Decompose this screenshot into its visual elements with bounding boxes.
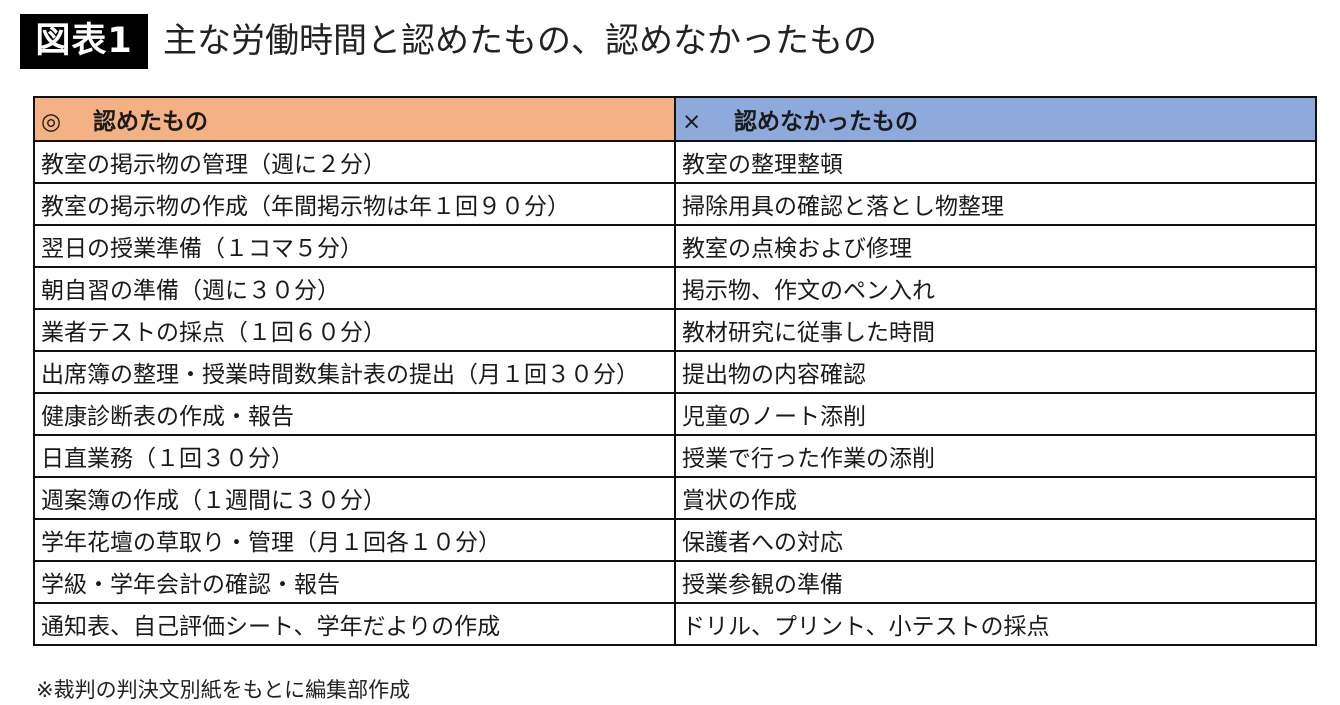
rejected-column-header: × 認めなかったもの <box>674 96 1317 142</box>
rejected-cell: 授業で行った作業の添削 <box>674 434 1317 478</box>
table-row: 朝自習の準備（週に３０分） 掲示物、作文のペン入れ <box>33 266 1317 310</box>
approved-cell: 学級・学年会計の確認・報告 <box>33 560 676 604</box>
rejected-cell: 掲示物、作文のペン入れ <box>674 266 1317 310</box>
approved-label: 認めたもの <box>93 109 208 135</box>
table-row: 通知表、自己評価シート、学年だよりの作成 ドリル、プリント、小テストの採点 <box>33 602 1317 646</box>
approved-cell: 通知表、自己評価シート、学年だよりの作成 <box>33 602 676 646</box>
footnote: ※裁判の判決文別紙をもとに編集部作成 <box>36 678 411 702</box>
table-row: 翌日の授業準備（１コマ５分） 教室の点検および修理 <box>33 224 1317 268</box>
cross-icon: × <box>682 109 702 135</box>
rejected-cell: 教材研究に従事した時間 <box>674 308 1317 352</box>
rejected-cell: 教室の整理整頓 <box>674 140 1317 184</box>
rejected-cell: 提出物の内容確認 <box>674 350 1317 394</box>
rejected-cell: 児童のノート添削 <box>674 392 1317 436</box>
table-row: 健康診断表の作成・報告 児童のノート添削 <box>33 392 1317 436</box>
rejected-label: 認めなかったもの <box>734 109 918 135</box>
table-row: 週案簿の作成（１週間に３０分） 賞状の作成 <box>33 476 1317 520</box>
approved-cell: 教室の掲示物の管理（週に２分） <box>33 140 676 184</box>
rejected-cell: 教室の点検および修理 <box>674 224 1317 268</box>
page-title: 主な労働時間と認めたもの、認めなかったもの <box>163 21 877 61</box>
approved-cell: 翌日の授業準備（１コマ５分） <box>33 224 676 268</box>
rejected-cell: 授業参観の準備 <box>674 560 1317 604</box>
approved-cell: 日直業務（１回３０分） <box>33 434 676 478</box>
work-hours-table: ◎ 認めたもの × 認めなかったもの 教室の掲示物の管理（週に２分） 教室の整理整頓教… <box>33 96 1317 646</box>
table-row: 教室の掲示物の管理（週に２分） 教室の整理整頓 <box>33 140 1317 184</box>
approved-cell: 業者テストの採点（１回６０分） <box>33 308 676 352</box>
figure-badge: 図表1 <box>20 14 148 69</box>
approved-cell: 朝自習の準備（週に３０分） <box>33 266 676 310</box>
table-row: 業者テストの採点（１回６０分） 教材研究に従事した時間 <box>33 308 1317 352</box>
approved-cell: 健康診断表の作成・報告 <box>33 392 676 436</box>
rejected-cell: 保護者への対応 <box>674 518 1317 562</box>
rejected-cell: 掃除用具の確認と落とし物整理 <box>674 182 1317 226</box>
table-row: 日直業務（１回３０分） 授業で行った作業の添削 <box>33 434 1317 478</box>
approved-cell: 教室の掲示物の作成（年間掲示物は年１回９０分） <box>33 182 676 226</box>
table-row: 出席簿の整理・授業時間数集計表の提出（月１回３０分） 提出物の内容確認 <box>33 350 1317 394</box>
rejected-cell: ドリル、プリント、小テストの採点 <box>674 602 1317 646</box>
table-row: 教室の掲示物の作成（年間掲示物は年１回９０分） 掃除用具の確認と落とし物整理 <box>33 182 1317 226</box>
double-circle-icon: ◎ <box>41 109 62 135</box>
approved-cell: 学年花壇の草取り・管理（月１回各１０分） <box>33 518 676 562</box>
rejected-cell: 賞状の作成 <box>674 476 1317 520</box>
approved-column-header: ◎ 認めたもの <box>33 96 676 142</box>
approved-cell: 週案簿の作成（１週間に３０分） <box>33 476 676 520</box>
table-header-row: ◎ 認めたもの × 認めなかったもの <box>33 96 1317 142</box>
table-row: 学年花壇の草取り・管理（月１回各１０分） 保護者への対応 <box>33 518 1317 562</box>
approved-cell: 出席簿の整理・授業時間数集計表の提出（月１回３０分） <box>33 350 676 394</box>
table-row: 学級・学年会計の確認・報告 授業参観の準備 <box>33 560 1317 604</box>
